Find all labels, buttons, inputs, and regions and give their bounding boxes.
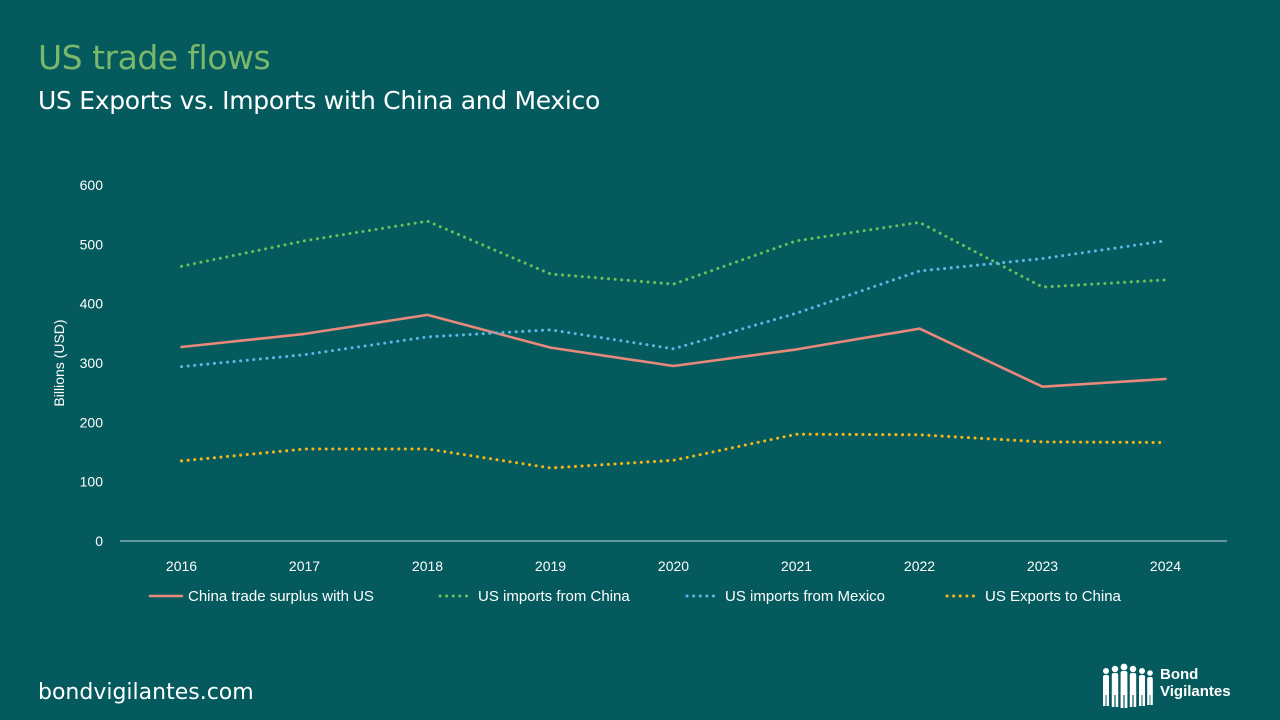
x-tick-label: 2020 bbox=[658, 558, 689, 574]
series-line-4 bbox=[180, 432, 1167, 470]
y-tick-label: 100 bbox=[80, 474, 104, 490]
chart-subtitle: US Exports vs. Imports with China and Me… bbox=[38, 86, 600, 115]
line-chart: Billions (USD) 0 100 200 300 400 500 600 2016 2… bbox=[51, 177, 1227, 605]
x-tick-label: 2023 bbox=[1027, 558, 1058, 574]
logo-line-vigilantes: Vigilantes bbox=[1160, 683, 1231, 700]
y-tick-label: 200 bbox=[80, 414, 104, 430]
x-tick-label: 2024 bbox=[1150, 558, 1181, 574]
y-tick-label: 500 bbox=[80, 236, 104, 252]
y-tick-label: 400 bbox=[80, 296, 104, 312]
website-url[interactable]: bondvigilantes.com bbox=[38, 680, 254, 705]
series-line-2 bbox=[180, 219, 1167, 289]
people-silhouette-icon bbox=[1103, 663, 1153, 708]
bond-vigilantes-logo: Bond Vigilantes bbox=[1100, 662, 1250, 710]
x-tick-label: 2021 bbox=[781, 558, 812, 574]
x-tick-label: 2018 bbox=[412, 558, 443, 574]
y-tick-label: 600 bbox=[80, 177, 104, 193]
x-tick-label: 2019 bbox=[535, 558, 566, 574]
legend-label: US imports from Mexico bbox=[725, 588, 885, 605]
y-tick-label: 300 bbox=[80, 355, 104, 371]
logo-text: Bond Vigilantes bbox=[1160, 666, 1231, 700]
chart-title: US trade flows bbox=[38, 38, 271, 77]
series-line-3 bbox=[180, 239, 1167, 369]
legend-label: China trade surplus with US bbox=[188, 588, 374, 605]
legend-label: US Exports to China bbox=[985, 588, 1122, 605]
legend-label: US imports from China bbox=[478, 588, 630, 605]
x-tick-label: 2016 bbox=[166, 558, 197, 574]
logo-line-bond: Bond bbox=[1160, 666, 1199, 683]
series-line-1 bbox=[180, 313, 1167, 389]
y-tick-label: 0 bbox=[95, 533, 103, 549]
x-tick-label: 2022 bbox=[904, 558, 935, 574]
x-tick-label: 2017 bbox=[289, 558, 320, 574]
y-axis-label: Billions (USD) bbox=[51, 319, 67, 406]
